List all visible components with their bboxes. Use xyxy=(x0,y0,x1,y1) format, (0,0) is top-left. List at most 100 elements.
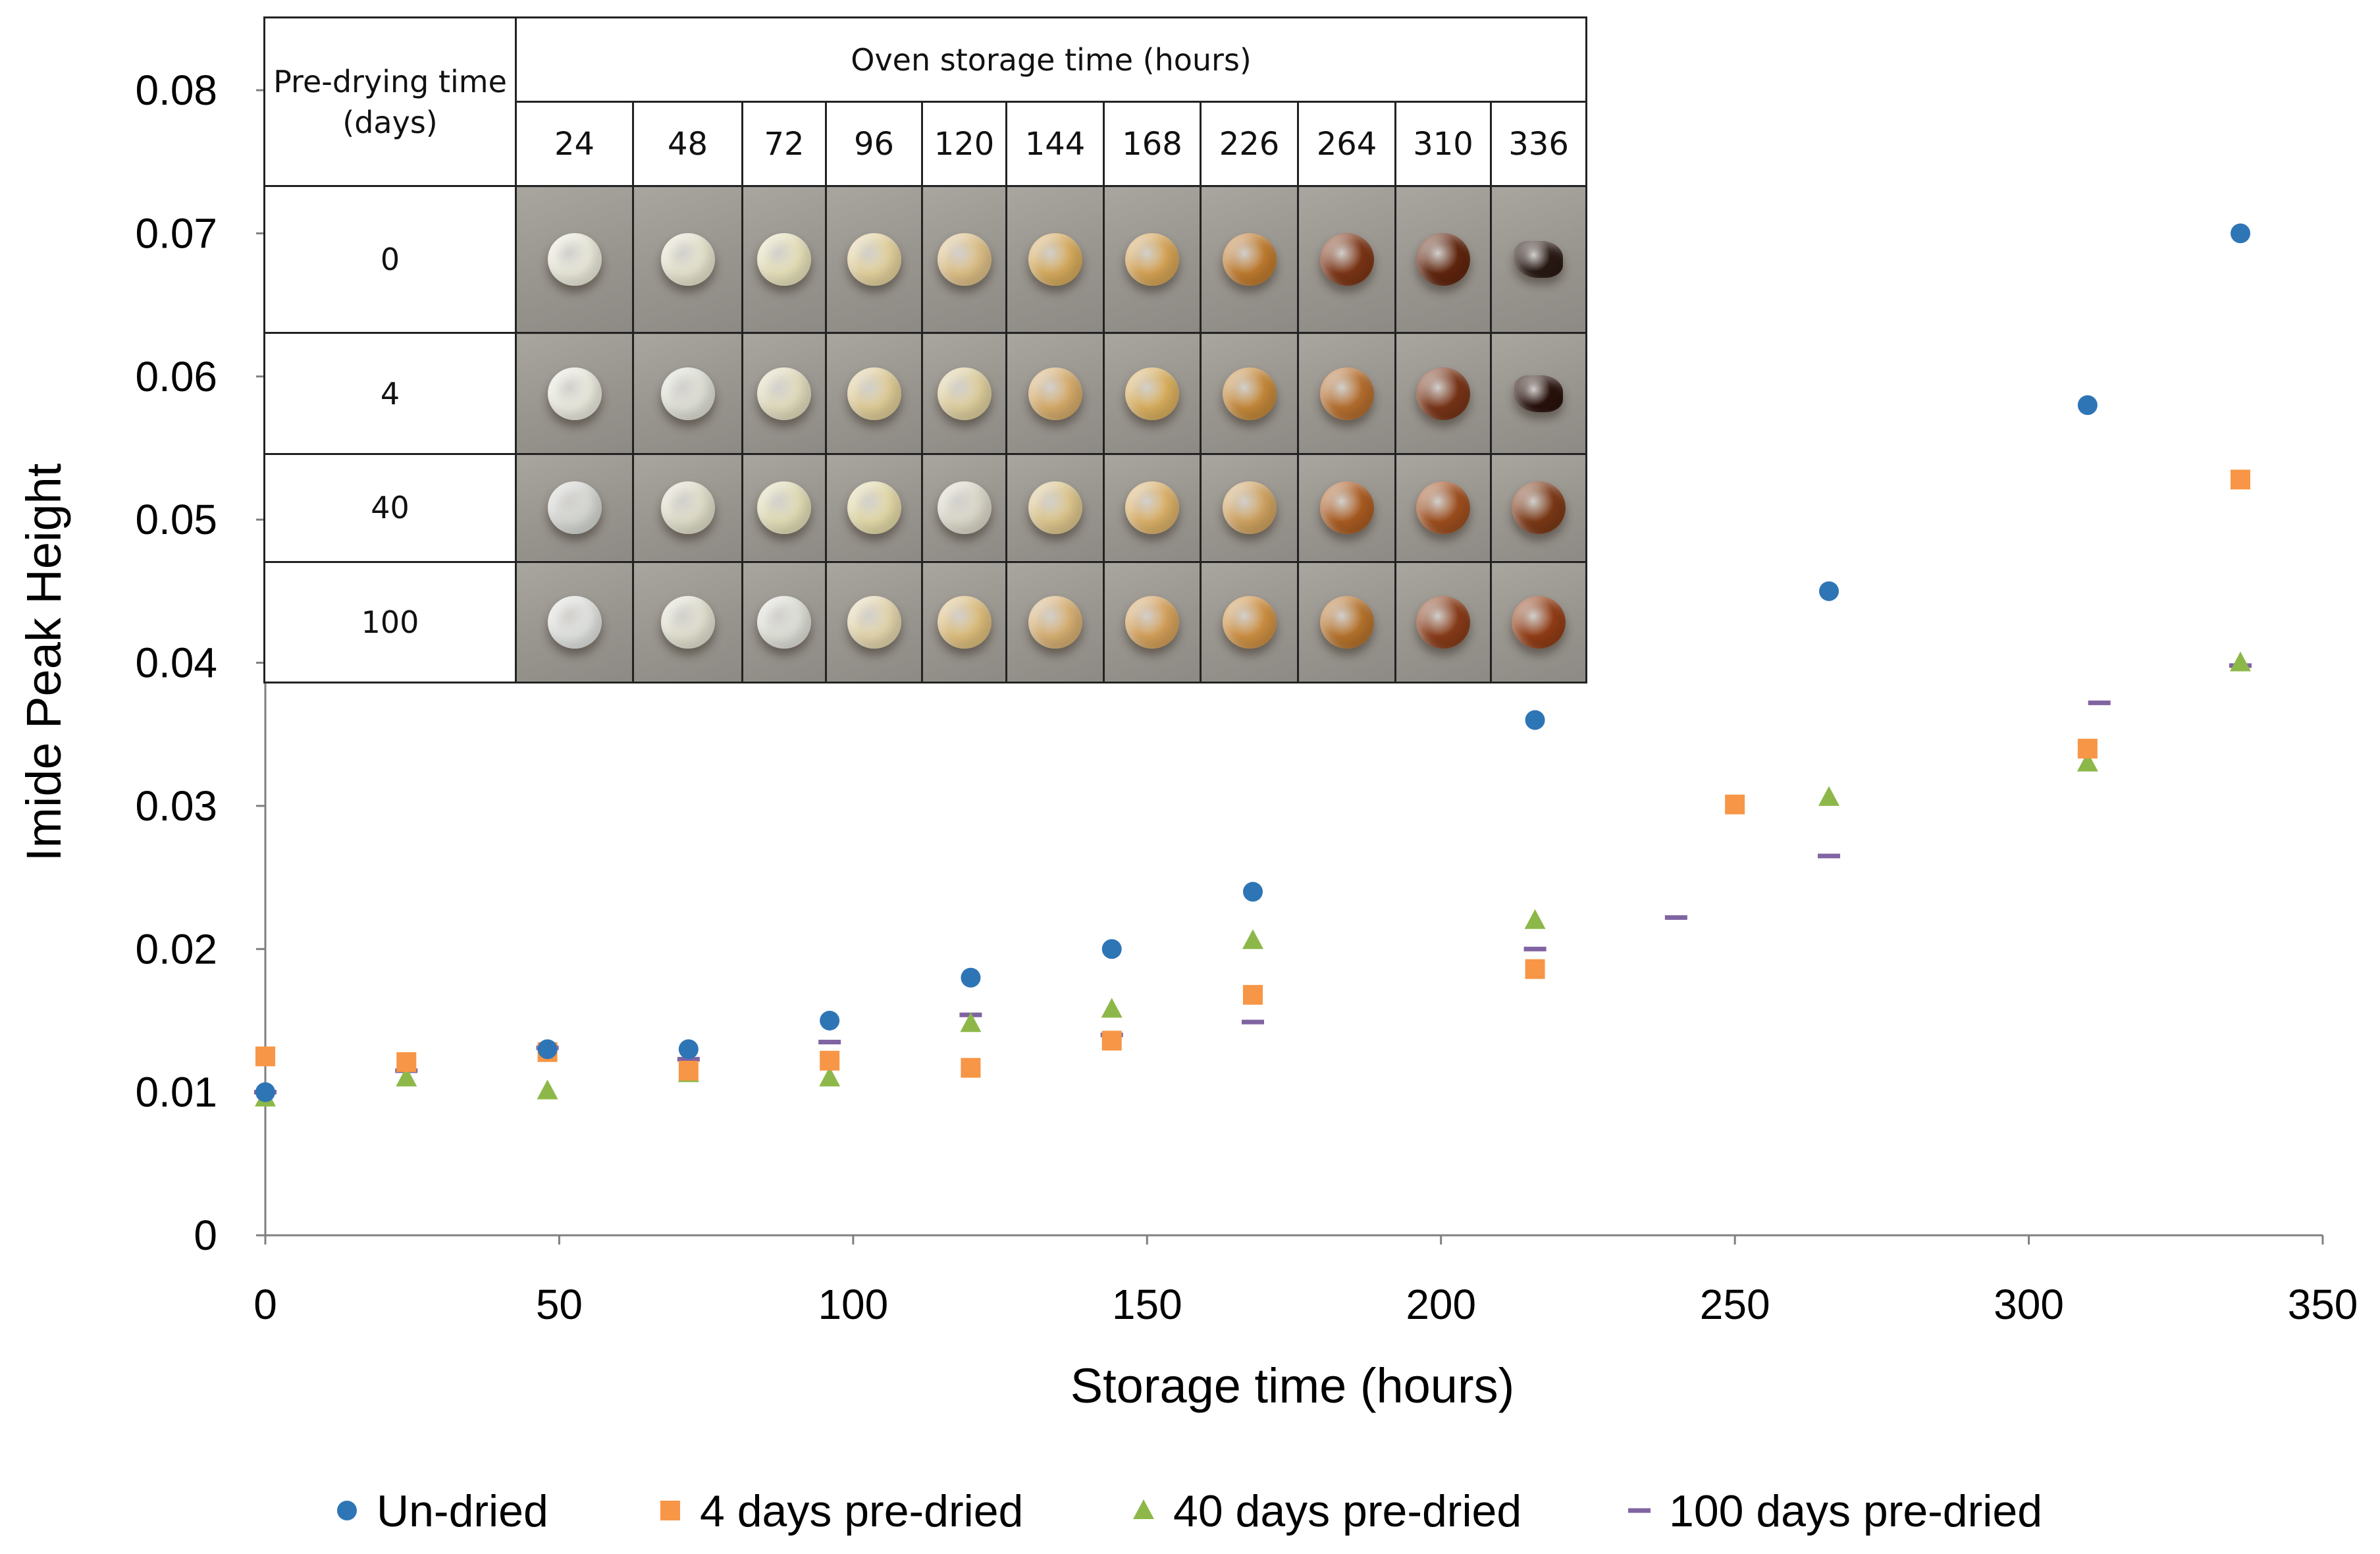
inset-column-label: 168 xyxy=(1103,101,1202,188)
y-axis-title: Imide Peak Height xyxy=(16,463,71,861)
polymer-sample xyxy=(847,481,901,535)
polymer-sample xyxy=(937,367,992,420)
data-point xyxy=(960,1012,982,1032)
polymer-sample xyxy=(1416,367,1470,420)
polymer-sample xyxy=(1125,595,1179,649)
polymer-sample xyxy=(1319,367,1374,420)
sample-photo-cell xyxy=(1489,452,1588,563)
polymer-sample xyxy=(757,367,811,420)
polymer-sample xyxy=(757,233,811,286)
sample-photo-cell xyxy=(825,185,923,335)
polymer-sample xyxy=(660,481,715,535)
polymer-sample xyxy=(1222,233,1277,286)
x-tick-label: 100 xyxy=(818,1281,888,1328)
data-point xyxy=(255,1082,275,1102)
polymer-sample xyxy=(847,595,901,649)
y-tick-label: 0.04 xyxy=(135,639,217,687)
inset-row-label: 100 xyxy=(263,560,517,684)
series-100-days-pre-dried xyxy=(254,663,2252,1095)
inset-column-label: 24 xyxy=(515,101,634,188)
data-point xyxy=(2077,738,2098,759)
sample-photo-cell xyxy=(741,185,827,335)
data-point xyxy=(2231,223,2250,244)
polymer-sample xyxy=(1416,595,1470,649)
inset-row: 4 xyxy=(263,332,1588,455)
legend-item: 40 days pre-dried xyxy=(1133,1486,1521,1536)
legend-marker xyxy=(337,1501,357,1520)
x-tick-label: 250 xyxy=(1700,1281,1770,1328)
legend: Un-dried 4 days pre-dried 40 days pre-drie… xyxy=(337,1486,2042,1536)
polymer-sample xyxy=(847,367,901,420)
inset-column-label: 72 xyxy=(741,101,827,188)
sample-photo-cell xyxy=(921,560,1007,684)
sample-photo-cell xyxy=(1103,560,1202,684)
polymer-sample xyxy=(547,481,602,535)
polymer-sample xyxy=(660,367,715,420)
sample-photo-cell xyxy=(515,332,634,455)
sample-photo-cell xyxy=(1200,185,1299,335)
sample-photo-cell xyxy=(825,560,923,684)
legend-item: 4 days pre-dried xyxy=(660,1486,1023,1536)
polymer-sample xyxy=(1028,595,1082,649)
y-tick-label: 0.01 xyxy=(135,1069,217,1116)
polymer-sample xyxy=(1514,375,1564,412)
sample-photo-cell xyxy=(632,185,743,335)
y-tick-label: 0.05 xyxy=(135,496,217,543)
sample-photo-cell xyxy=(1489,185,1588,335)
inset-column-label: 226 xyxy=(1200,101,1299,188)
sample-photo-cell xyxy=(515,560,634,684)
inset-column-label: 48 xyxy=(632,101,743,188)
x-tick-label: 350 xyxy=(2288,1281,2358,1328)
legend-label: 4 days pre-dried xyxy=(700,1486,1023,1536)
polymer-sample xyxy=(1514,241,1564,279)
data-point xyxy=(255,1046,275,1067)
y-tick-label: 0.02 xyxy=(135,925,217,973)
polymer-sample xyxy=(1512,595,1566,649)
polymer-sample xyxy=(547,595,602,649)
polymer-sample xyxy=(937,481,992,535)
series-un-dried xyxy=(255,223,2250,1102)
data-point xyxy=(1523,946,1547,951)
sample-photo-cell xyxy=(632,452,743,563)
x-tick-labels: 0 50 100 150 200 250 300 350 xyxy=(253,1235,2358,1328)
sample-photo-cell xyxy=(741,332,827,455)
inset-row: 100 xyxy=(263,560,1588,684)
polymer-sample xyxy=(937,233,992,286)
sample-photo-cell xyxy=(1489,560,1588,684)
sample-photo-cell xyxy=(1200,452,1299,563)
data-point xyxy=(537,1079,558,1100)
sample-photo-cell xyxy=(515,452,634,563)
polymer-sample xyxy=(1028,367,1082,420)
polymer-sample xyxy=(1222,595,1277,649)
x-tick-label: 0 xyxy=(253,1281,277,1328)
data-point xyxy=(1725,794,1745,815)
inset-column-label: 336 xyxy=(1489,101,1588,188)
sample-photo-cell xyxy=(1005,185,1105,335)
sample-photo-cell xyxy=(1297,185,1396,335)
polymer-sample xyxy=(660,233,715,286)
y-tick-label: 0.07 xyxy=(135,209,217,257)
sample-photo-cell xyxy=(515,185,634,335)
sample-photo-cell xyxy=(1200,560,1299,684)
inset-corner-label: Pre-drying time (days) xyxy=(263,16,517,188)
inset-row: 0 xyxy=(263,185,1588,335)
data-point xyxy=(818,1040,841,1045)
sample-photo-cell xyxy=(1103,185,1202,335)
inset-row-label: 40 xyxy=(263,452,517,563)
polymer-sample xyxy=(1416,481,1470,535)
sample-photo-cell xyxy=(1394,185,1492,335)
x-tick-label: 50 xyxy=(536,1281,583,1328)
data-point xyxy=(2077,395,2098,415)
sample-photo-cell xyxy=(1394,332,1492,455)
inset-column-label: 96 xyxy=(825,101,923,188)
inset-row-label: 4 xyxy=(263,332,517,455)
data-point xyxy=(396,1052,417,1072)
data-point xyxy=(1525,710,1545,730)
data-point xyxy=(678,1039,699,1059)
inset-row-label: 0 xyxy=(263,185,517,335)
sample-photo-cell xyxy=(1297,560,1396,684)
data-point xyxy=(2231,469,2250,490)
data-point xyxy=(1664,915,1687,920)
legend-marker xyxy=(660,1501,680,1520)
y-tick-label: 0.08 xyxy=(135,67,217,114)
